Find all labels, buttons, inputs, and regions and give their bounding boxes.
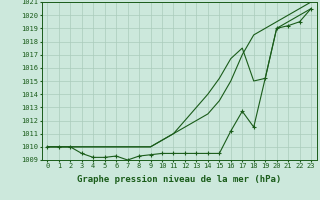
X-axis label: Graphe pression niveau de la mer (hPa): Graphe pression niveau de la mer (hPa): [77, 175, 281, 184]
